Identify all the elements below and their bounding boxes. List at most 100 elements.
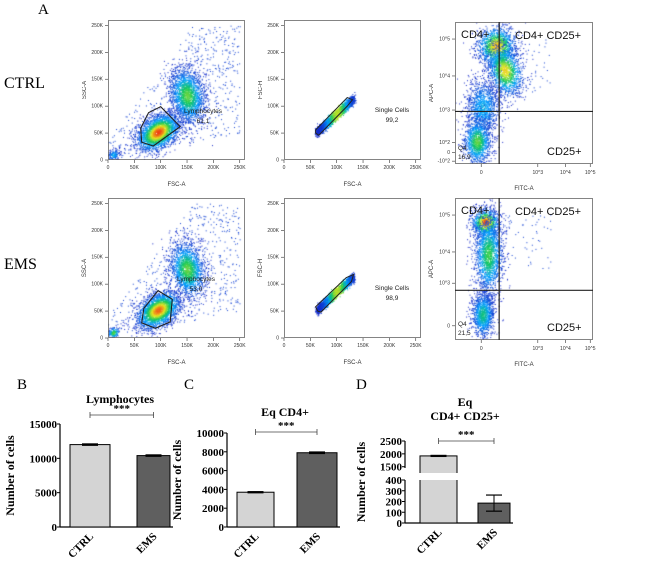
- y-tick-label: 10^5: [439, 37, 450, 43]
- axis-break-mark: [401, 474, 409, 479]
- x-tick-label: 250K: [234, 343, 246, 349]
- gate-name: Lymphocytes: [177, 276, 216, 283]
- chart-title: Lymphocytes: [86, 392, 154, 406]
- density-dots: [284, 198, 421, 338]
- y-tick-label: 10000: [30, 453, 58, 465]
- plot-frame: [455, 198, 593, 340]
- x-tick-label: 10^3: [532, 346, 543, 352]
- y-tick-label: 50K: [270, 309, 280, 315]
- density-dots: [108, 20, 245, 160]
- x-tick-label: 0: [283, 343, 286, 349]
- x-tick-label: 150K: [181, 165, 193, 171]
- y-tick-label: 2000: [380, 449, 403, 461]
- y-tick-label: 400: [386, 475, 403, 487]
- significance-stars: ***: [278, 420, 295, 432]
- y-tick-label: 100K: [91, 104, 103, 110]
- panel-label-d: D: [356, 377, 367, 393]
- y-tick-label: 8000: [202, 447, 225, 459]
- y-tick-label: 100K: [91, 282, 103, 288]
- y-tick-label: 100: [386, 507, 403, 519]
- x-tick-label: 10^4: [560, 346, 571, 352]
- x-tick-label: 10^5: [585, 170, 596, 176]
- gate-name: Single Cells: [375, 285, 410, 292]
- significance-stars: ***: [458, 429, 475, 441]
- x-tick-label: 0: [107, 165, 110, 171]
- y-tick-label: 250K: [267, 23, 279, 29]
- y-tick-label: 0: [276, 158, 279, 164]
- x-tick-label: 100K: [331, 343, 343, 349]
- y-tick-label: 0: [219, 522, 225, 534]
- bar-chart-b: 0 5000 10000 15000 CTRL EMS ***Lymphocytes Numb…: [3, 392, 173, 561]
- y-tick-label: 0: [397, 518, 403, 530]
- y-tick-label: 200K: [91, 50, 103, 56]
- bar-chart-c: 0 2000 4000 6000 8000 10000 CTRL EMS ***Eq CD4+ N…: [170, 405, 340, 561]
- x-axis-label: FSC-A: [344, 182, 362, 188]
- gate-value: 98,9: [386, 295, 399, 302]
- x-axis-label: FITC-A: [514, 186, 533, 192]
- x-tick-label: CTRL: [232, 531, 262, 561]
- density-dots: [108, 198, 245, 338]
- row-label-ems: EMS: [4, 256, 37, 273]
- y-axis-label: Number of cells: [170, 439, 184, 520]
- significance-stars: ***: [114, 403, 131, 415]
- y-axis-label: SSC-A: [82, 81, 88, 99]
- y-axis-label: FSC-H: [258, 81, 264, 99]
- y-tick-label: 0: [447, 323, 450, 329]
- y-tick-label: 5000: [35, 488, 58, 500]
- y-tick-label: 150K: [91, 77, 103, 83]
- y-tick-label: 300: [386, 486, 403, 498]
- y-tick-label: 200K: [267, 228, 279, 234]
- quadrant-label-cd4-cd25: CD4+ CD25+: [515, 30, 581, 42]
- y-tick-label: 150K: [267, 255, 279, 261]
- plot-overlay: 00 50K 50K 100K 100K 150K 150K 200K 200K 250K 250K…: [82, 20, 246, 188]
- y-axis-label: APC-A: [429, 260, 435, 278]
- gate-value: 61,1: [197, 118, 210, 125]
- density-dots: [455, 22, 593, 164]
- single-cell-gate: [315, 96, 354, 136]
- x-tick-label: 100K: [331, 165, 343, 171]
- gate-name: Lymphocytes: [184, 108, 223, 115]
- y-tick-label: 0: [276, 336, 279, 342]
- x-tick-label: 250K: [410, 165, 422, 171]
- y-tick-label: 10000: [197, 428, 225, 440]
- x-tick-label: 150K: [357, 165, 369, 171]
- y-tick-label: 2000: [202, 503, 225, 515]
- x-tick-label: 100K: [155, 343, 167, 349]
- q4-value: 16,9: [458, 154, 471, 161]
- x-tick-label: 250K: [234, 165, 246, 171]
- y-tick-label: 50K: [94, 131, 104, 137]
- x-tick-label: 50K: [130, 165, 140, 171]
- quadrant-label-cd4: CD4+: [461, 205, 489, 217]
- plot-overlay: 00 50K 50K 100K 100K 150K 150K 200K 200K 250K 250K…: [258, 198, 422, 366]
- y-tick-label: 0: [447, 150, 450, 156]
- x-axis-label: FSC-A: [168, 182, 186, 188]
- x-tick-label: 50K: [130, 343, 140, 349]
- single-cell-gate: [315, 273, 355, 313]
- x-tick-label: 10^5: [585, 346, 596, 352]
- y-tick-label: 150K: [267, 77, 279, 83]
- y-axis-label: APC-A: [429, 84, 435, 102]
- x-tick-label: 200K: [384, 343, 396, 349]
- y-tick-label: -10^2: [438, 159, 451, 165]
- lymphocyte-gate: [140, 106, 182, 147]
- x-axis-label: FITC-A: [514, 362, 533, 368]
- plot-frame: [284, 20, 421, 160]
- y-tick-label: 0: [100, 336, 103, 342]
- axis-break-gap: [419, 473, 458, 480]
- x-tick-label: 250K: [410, 343, 422, 349]
- y-tick-label: 150K: [91, 255, 103, 261]
- bar-ctrl: [236, 491, 275, 528]
- gate-name: Single Cells: [375, 107, 410, 114]
- gate-value: 99,2: [386, 117, 399, 124]
- x-tick-label: CTRL: [66, 531, 96, 561]
- x-tick-label: 0: [283, 165, 286, 171]
- quadrant-label-cd25: CD25+: [547, 146, 582, 158]
- x-tick-label: EMS: [134, 531, 159, 556]
- row-label-ctrl: CTRL: [4, 75, 45, 92]
- density-dots: [284, 20, 421, 160]
- x-tick-label: 0: [480, 346, 483, 352]
- x-axis-label: FSC-A: [344, 360, 362, 366]
